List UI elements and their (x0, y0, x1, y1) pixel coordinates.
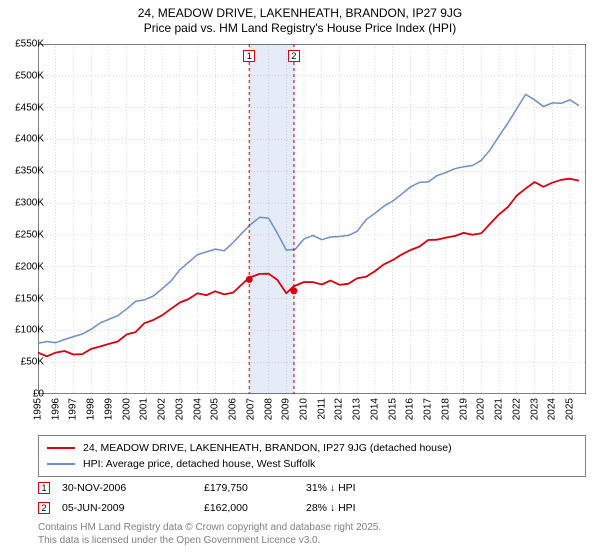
title-block: 24, MEADOW DRIVE, LAKENHEATH, BRANDON, I… (0, 0, 600, 37)
x-axis-tick-label: 1998 (86, 398, 97, 420)
legend-swatch (47, 447, 75, 449)
x-axis-tick-label: 2006 (228, 398, 239, 420)
x-axis-tick-label: 2022 (511, 398, 522, 420)
chart-container: 24, MEADOW DRIVE, LAKENHEATH, BRANDON, I… (0, 0, 600, 560)
x-axis-tick-label: 1997 (68, 398, 79, 420)
marker-date: 05-JUN-2009 (62, 502, 192, 514)
y-axis-tick-label: £250K (15, 229, 44, 240)
chart-marker-label: 2 (288, 50, 300, 62)
marker-price: £179,750 (204, 482, 294, 494)
x-axis-tick-label: 2001 (139, 398, 150, 420)
legend-swatch (47, 463, 75, 465)
x-axis-tick-label: 2021 (494, 398, 505, 420)
y-axis-tick-label: £500K (15, 70, 44, 81)
x-axis-tick-label: 2013 (352, 398, 363, 420)
legend-row: HPI: Average price, detached house, West… (47, 456, 577, 472)
x-axis-tick-label: 1999 (103, 398, 114, 420)
y-axis-tick-label: £450K (15, 102, 44, 113)
y-axis-tick-label: £350K (15, 166, 44, 177)
marker-number-box: 1 (38, 482, 50, 494)
y-axis-tick-label: £400K (15, 134, 44, 145)
x-axis-tick-label: 2004 (192, 398, 203, 420)
line-chart-svg (38, 44, 586, 394)
x-axis-tick-label: 2000 (121, 398, 132, 420)
x-axis-tick-label: 2016 (405, 398, 416, 420)
x-axis-tick-label: 2019 (458, 398, 469, 420)
marker-row: 1 30-NOV-2006 £179,750 31% ↓ HPI (38, 478, 586, 498)
marker-row: 2 05-JUN-2009 £162,000 28% ↓ HPI (38, 498, 586, 518)
y-axis-tick-label: £300K (15, 198, 44, 209)
legend-row: 24, MEADOW DRIVE, LAKENHEATH, BRANDON, I… (47, 440, 577, 456)
x-axis-tick-label: 2012 (334, 398, 345, 420)
x-axis-tick-label: 2020 (476, 398, 487, 420)
x-axis-tick-label: 2009 (281, 398, 292, 420)
marker-date: 30-NOV-2006 (62, 482, 192, 494)
x-axis-tick-label: 2025 (565, 398, 576, 420)
markers-table: 1 30-NOV-2006 £179,750 31% ↓ HPI 2 05-JU… (38, 478, 586, 518)
x-axis-tick-label: 1996 (50, 398, 61, 420)
marker-number-box: 2 (38, 502, 50, 514)
footer-line: This data is licensed under the Open Gov… (38, 535, 381, 548)
legend-label: HPI: Average price, detached house, West… (83, 458, 315, 470)
x-axis-tick-label: 2017 (423, 398, 434, 420)
x-axis-tick-label: 2014 (369, 398, 380, 420)
x-axis-tick-label: 2003 (174, 398, 185, 420)
x-axis-tick-label: 2011 (316, 398, 327, 420)
x-axis-tick-label: 2005 (210, 398, 221, 420)
legend-label: 24, MEADOW DRIVE, LAKENHEATH, BRANDON, I… (83, 442, 452, 454)
footer-line: Contains HM Land Registry data © Crown c… (38, 522, 381, 535)
x-axis-tick-label: 2015 (387, 398, 398, 420)
chart-marker-label: 1 (243, 50, 255, 62)
x-axis-tick-label: 2008 (263, 398, 274, 420)
x-axis-tick-label: 2007 (245, 398, 256, 420)
footer-attribution: Contains HM Land Registry data © Crown c… (38, 522, 381, 547)
x-axis-tick-label: 2023 (529, 398, 540, 420)
x-axis-tick-label: 2010 (299, 398, 310, 420)
x-axis-tick-label: 2024 (547, 398, 558, 420)
chart-title: 24, MEADOW DRIVE, LAKENHEATH, BRANDON, I… (8, 6, 592, 20)
y-axis-tick-label: £550K (15, 39, 44, 50)
marker-delta: 31% ↓ HPI (306, 482, 396, 494)
y-axis-tick-label: £200K (15, 261, 44, 272)
legend: 24, MEADOW DRIVE, LAKENHEATH, BRANDON, I… (38, 435, 586, 477)
y-axis-tick-label: £150K (15, 293, 44, 304)
x-axis-tick-label: 1995 (33, 398, 44, 420)
y-axis-tick-label: £100K (15, 325, 44, 336)
marker-delta: 28% ↓ HPI (306, 502, 396, 514)
chart-area (38, 44, 586, 394)
chart-subtitle: Price paid vs. HM Land Registry's House … (8, 21, 592, 35)
marker-price: £162,000 (204, 502, 294, 514)
x-axis-tick-label: 2018 (440, 398, 451, 420)
x-axis-tick-label: 2002 (157, 398, 168, 420)
y-axis-tick-label: £50K (21, 357, 44, 368)
